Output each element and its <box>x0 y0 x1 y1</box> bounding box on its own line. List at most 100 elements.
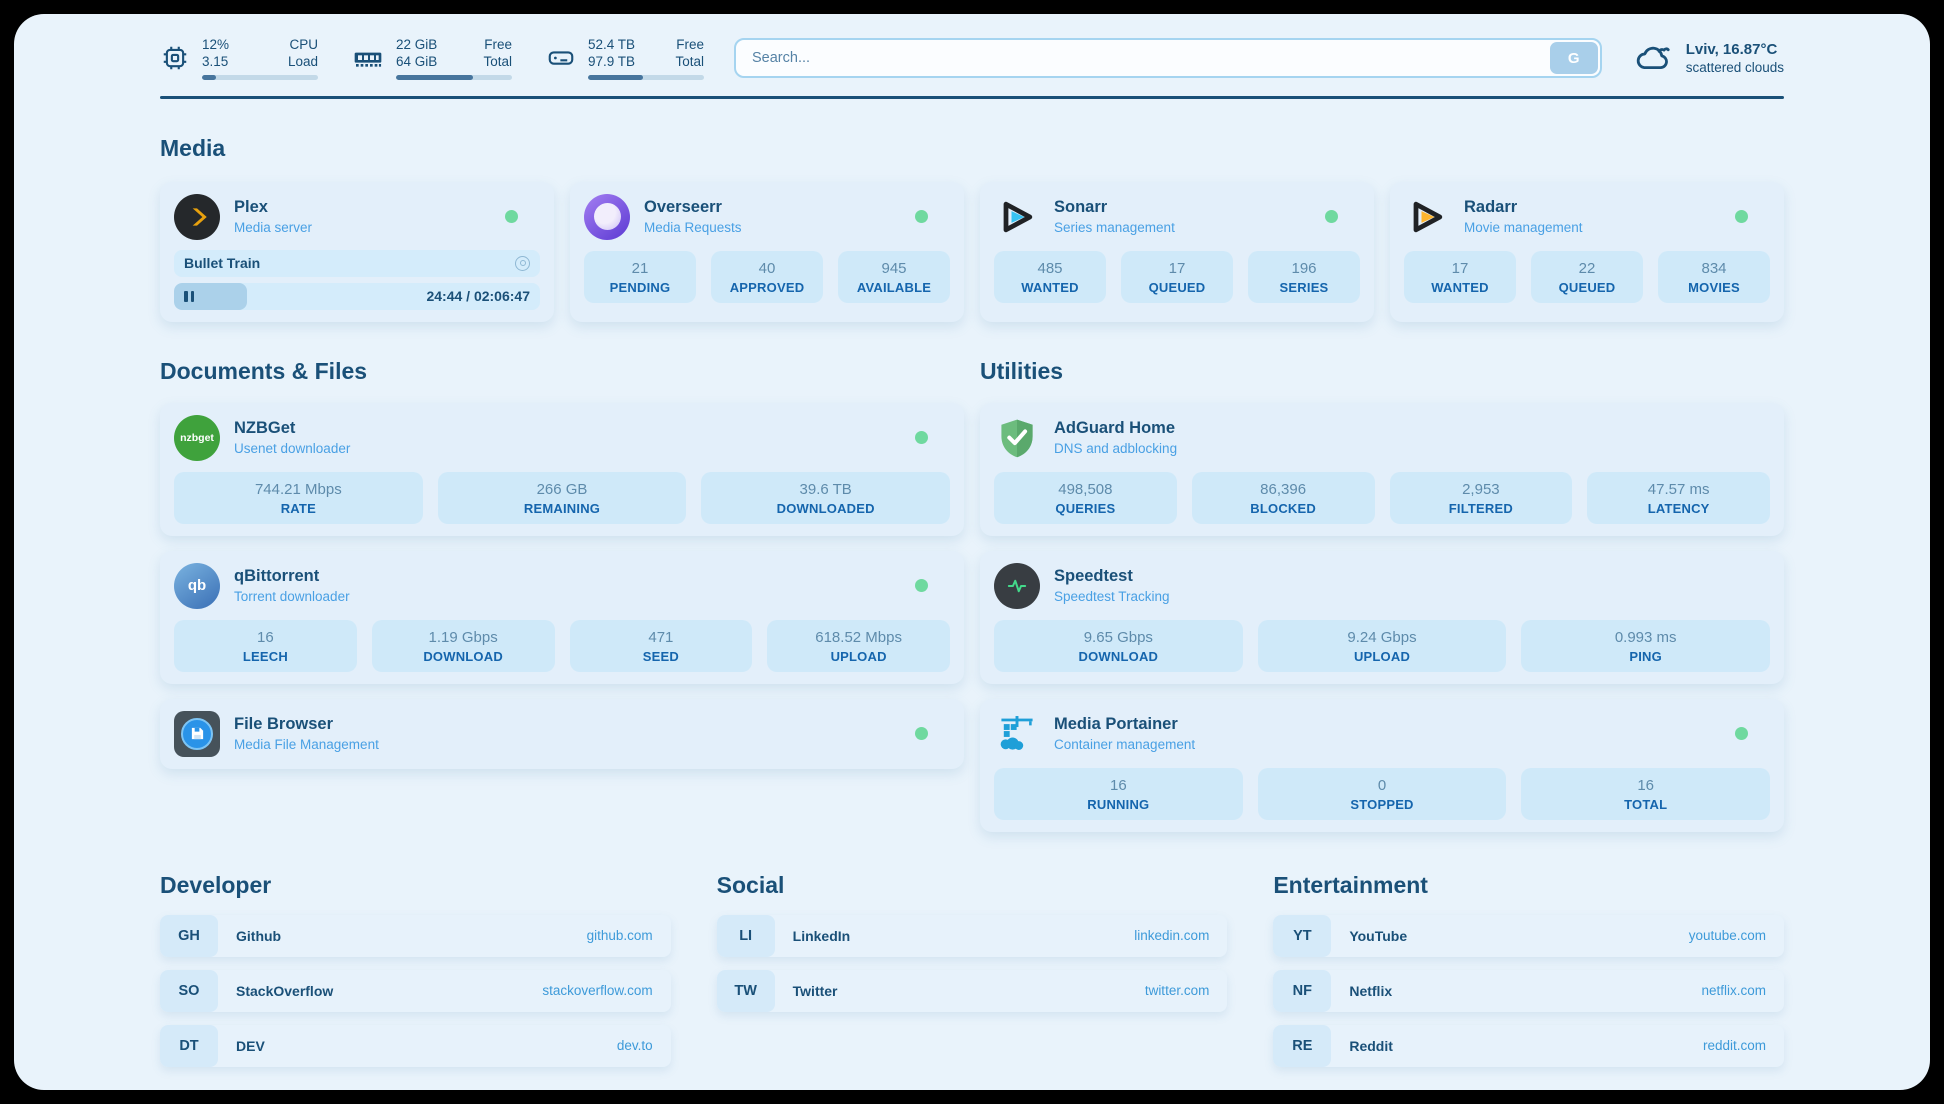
bookmark-url: linkedin.com <box>1134 928 1210 943</box>
stat-box: 618.52 Mbps UPLOAD <box>767 619 950 672</box>
status-dot <box>1325 210 1338 223</box>
session-details-icon[interactable] <box>515 255 530 271</box>
status-dot <box>915 727 928 740</box>
bookmark-url: dev.to <box>616 1038 653 1053</box>
bookmark-reddit[interactable]: RE Reddit reddit.com <box>1273 1024 1784 1067</box>
cpu-progress-fill <box>202 75 216 80</box>
stat-box: 945 AVAILABLE <box>838 250 950 303</box>
search-input[interactable] <box>734 38 1602 78</box>
service-subtitle: Media Requests <box>644 220 742 235</box>
nzbget-card[interactable]: nzbget NZBGet Usenet downloader 744.21 M… <box>160 402 964 536</box>
bookmark-name: StackOverflow <box>236 982 334 999</box>
overseerr-card[interactable]: Overseerr Media Requests 21 PENDING 40 APP… <box>570 181 964 322</box>
portainer-card[interactable]: Media Portainer Container management 16 R… <box>980 698 1784 832</box>
service-name: Speedtest <box>1054 567 1133 585</box>
media-card-grid: Plex Media server Bullet Train 24:44 / 0… <box>160 181 1784 322</box>
documents-column: Documents & Files nzbget NZBGet Usenet d… <box>160 358 964 832</box>
stat-box: 0.993 ms PING <box>1521 619 1771 672</box>
bookmark-name: LinkedIn <box>792 927 851 944</box>
disk-label-top: Free <box>676 37 704 52</box>
disk-label-bottom: Total <box>675 54 704 69</box>
cpu-progress-bar <box>202 75 318 80</box>
bookmark-stackoverflow[interactable]: SO StackOverflow stackoverflow.com <box>160 969 671 1012</box>
bookmark-youtube[interactable]: YT YouTube youtube.com <box>1273 914 1784 957</box>
service-name: Plex <box>234 198 268 216</box>
search-provider-button[interactable]: G <box>1549 42 1598 74</box>
section-title-social: Social <box>716 871 785 898</box>
bookmark-abbr: TW <box>716 969 775 1012</box>
service-subtitle: DNS and adblocking <box>1054 441 1178 456</box>
service-subtitle: Movie management <box>1464 220 1583 235</box>
plex-card[interactable]: Plex Media server Bullet Train 24:44 / 0… <box>160 181 554 322</box>
service-name: Sonarr <box>1054 198 1108 216</box>
service-subtitle: Torrent downloader <box>234 589 350 604</box>
qbittorrent-card[interactable]: qb qBittorrent Torrent downloader 16 LEEC… <box>160 550 964 684</box>
pause-icon <box>184 290 194 302</box>
developer-column: Developer GH Github github.com SO StackO… <box>160 872 671 1067</box>
portainer-logo-icon <box>994 711 1040 757</box>
stat-box: 485 WANTED <box>994 250 1106 303</box>
status-dot <box>915 431 928 444</box>
stat-box: 744.21 Mbps RATE <box>174 471 423 524</box>
stat-box: 40 APPROVED <box>711 250 823 303</box>
bookmark-name: Github <box>236 927 282 944</box>
cpu-label-top: CPU <box>289 37 318 52</box>
stat-box: 1.19 Gbps DOWNLOAD <box>371 619 555 672</box>
adguard-card[interactable]: AdGuard Home DNS and adblocking 498,508 Q… <box>980 402 1784 536</box>
section-title-documents: Documents & Files <box>160 357 368 384</box>
stat-box: 9.65 Gbps DOWNLOAD <box>994 619 1243 672</box>
bookmark-linkedin[interactable]: LI LinkedIn linkedin.com <box>716 914 1228 957</box>
stat-box: 196 SERIES <box>1248 250 1360 303</box>
bookmark-abbr: GH <box>160 914 218 957</box>
service-subtitle: Series management <box>1054 220 1175 235</box>
bookmark-twitter[interactable]: TW Twitter twitter.com <box>716 969 1228 1012</box>
stat-box: 16 TOTAL <box>1521 767 1771 820</box>
stat-box: 16 LEECH <box>174 619 357 672</box>
service-name: Media Portainer <box>1054 715 1178 733</box>
now-playing-row: Bullet Train <box>174 249 540 277</box>
now-playing-title: Bullet Train <box>184 255 261 271</box>
ram-icon <box>354 52 382 67</box>
bookmark-url: github.com <box>586 928 653 943</box>
ram-total: 64 GiB <box>396 54 438 69</box>
disk-total: 97.9 TB <box>588 54 636 69</box>
sonarr-card[interactable]: Sonarr Series management 485 WANTED 17 QUE… <box>980 181 1374 322</box>
section-title-utilities: Utilities <box>980 357 1064 384</box>
bookmark-abbr: SO <box>160 969 218 1012</box>
disk-progress-fill <box>588 75 643 80</box>
top-bar: 12% CPU 3.15 Load 22 GiB Free 64 GiB Total <box>160 36 1784 80</box>
speedtest-card[interactable]: Speedtest Speedtest Tracking 9.65 Gbps DO… <box>980 550 1784 684</box>
stat-box: 39.6 TB DOWNLOADED <box>701 471 951 524</box>
cpu-icon <box>163 46 187 70</box>
ram-stat: 22 GiB Free 64 GiB Total <box>352 36 512 80</box>
stat-box: 17 WANTED <box>1404 250 1516 303</box>
cpu-label-bottom: Load <box>287 54 318 69</box>
utilities-column: Utilities AdGuard Home DNS and adblockin… <box>980 358 1784 832</box>
radarr-card[interactable]: Radarr Movie management 17 WANTED 22 QUEUE… <box>1390 181 1784 322</box>
bookmark-dev[interactable]: DT DEV dev.to <box>160 1024 671 1067</box>
bookmark-name: Reddit <box>1349 1037 1393 1054</box>
service-name: Overseerr <box>644 198 722 216</box>
section-title-developer: Developer <box>160 871 272 898</box>
service-subtitle: Media server <box>234 220 313 235</box>
overseerr-logo-icon <box>584 193 630 240</box>
bookmark-netflix[interactable]: NF Netflix netflix.com <box>1273 969 1784 1012</box>
speedtest-logo-icon <box>994 562 1040 609</box>
playback-progress-bar: 24:44 / 02:06:47 <box>174 282 540 310</box>
status-dot <box>915 210 928 223</box>
bookmark-name: Netflix <box>1349 982 1393 999</box>
service-subtitle: Container management <box>1054 737 1196 752</box>
bookmark-github[interactable]: GH Github github.com <box>160 914 671 957</box>
service-name: Radarr <box>1464 198 1518 216</box>
service-name: NZBGet <box>234 419 296 437</box>
ram-free: 22 GiB <box>396 37 438 52</box>
bookmark-url: netflix.com <box>1701 983 1766 998</box>
disk-icon <box>548 51 574 65</box>
stat-box: 22 QUEUED <box>1531 250 1643 303</box>
playback-time: 24:44 / 02:06:47 <box>426 288 530 304</box>
radarr-logo-icon <box>1404 194 1450 240</box>
filebrowser-card[interactable]: File Browser Media File Management <box>160 698 964 769</box>
service-subtitle: Media File Management <box>234 737 379 752</box>
stat-box: 498,508 QUERIES <box>994 471 1177 524</box>
bookmark-url: youtube.com <box>1688 928 1766 943</box>
